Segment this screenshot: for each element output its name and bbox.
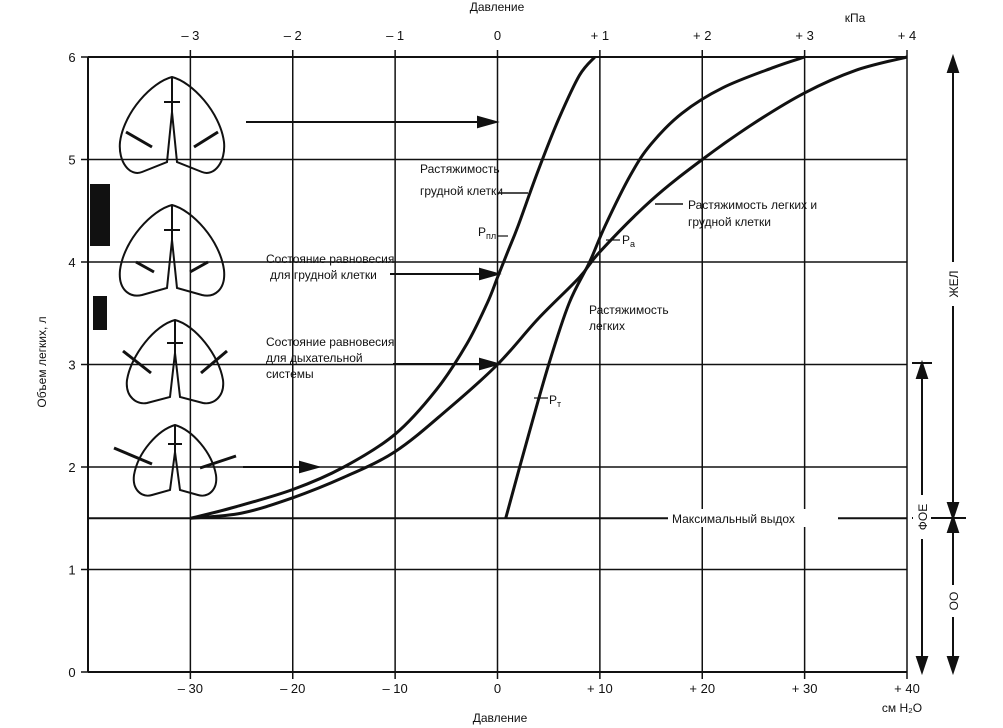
bottom-axis-title: Давление bbox=[473, 711, 528, 725]
top-tick-label: + 2 bbox=[693, 28, 711, 43]
annotation-lung-2: легких bbox=[589, 319, 625, 333]
x-tick-label: + 40 bbox=[894, 681, 920, 696]
bottom-axis-unit: см H₂O bbox=[882, 701, 922, 715]
x-tick-label: + 10 bbox=[587, 681, 613, 696]
symbol-pa-letter: P bbox=[622, 233, 630, 247]
symbol-pa: Pа bbox=[622, 233, 635, 249]
scan-marks bbox=[90, 184, 110, 330]
top-tick-label: + 3 bbox=[795, 28, 813, 43]
annotation-max-exhale: Максимальный выдох bbox=[672, 512, 795, 526]
symbol-ppl-letter: P bbox=[478, 225, 486, 239]
diagram-arrows bbox=[243, 115, 502, 474]
vc-arrow-bottom bbox=[946, 502, 960, 522]
top-tick-label: + 1 bbox=[591, 28, 609, 43]
top-tick-label: – 3 bbox=[181, 28, 199, 43]
top-tick-label: 0 bbox=[494, 28, 501, 43]
symbol-ppl: Pпл bbox=[478, 225, 496, 241]
lung-diagram-2 bbox=[118, 203, 226, 297]
frc-arrow-top bbox=[915, 359, 929, 379]
lung-diagrams bbox=[113, 75, 237, 497]
top-tick-label: + 4 bbox=[898, 28, 916, 43]
curve-chest-wall bbox=[190, 55, 596, 520]
y-axis-title: Объем легких, л bbox=[35, 316, 49, 407]
curve-symbols: Pпл Pа Pт bbox=[478, 225, 635, 409]
x-tick-label: – 30 bbox=[178, 681, 203, 696]
y-tick-label: 0 bbox=[68, 665, 75, 680]
rv-arrow-bottom bbox=[946, 656, 960, 676]
volume-brackets bbox=[912, 53, 966, 676]
frc-label: ФОЕ bbox=[916, 504, 930, 530]
annotation-lung-1: Растяжимость bbox=[589, 303, 669, 317]
x-tick-label: + 20 bbox=[689, 681, 715, 696]
x-tick-label: – 10 bbox=[382, 681, 407, 696]
annotation-chest-1: Растяжимость bbox=[420, 162, 500, 176]
top-tick-label: – 2 bbox=[284, 28, 302, 43]
annotation-eq-chest-1: Состояние равновесия bbox=[266, 252, 394, 266]
y-tick-label: 5 bbox=[68, 153, 75, 168]
lung-diagram-3 bbox=[122, 318, 228, 405]
top-axis-title: Давление bbox=[470, 0, 525, 14]
curve-respiratory-system bbox=[190, 55, 908, 520]
lung-diagram-1 bbox=[118, 75, 226, 174]
symbol-pt-sub: т bbox=[557, 399, 561, 409]
symbol-ppl-sub: пл bbox=[486, 231, 496, 241]
annotation-chest-2: грудной клетки bbox=[420, 184, 503, 198]
annotation-eq-resp-3: системы bbox=[266, 367, 314, 381]
y-tick-label: 3 bbox=[68, 358, 75, 373]
scan-mark bbox=[93, 296, 107, 330]
annotation-total-1: Растяжимость легких и bbox=[688, 198, 817, 212]
rv-arrow-top bbox=[946, 513, 960, 533]
y-tick-label: 6 bbox=[68, 50, 75, 65]
annotation-eq-resp-2: для дыхательной bbox=[266, 351, 363, 365]
x-tick-label: + 30 bbox=[792, 681, 818, 696]
y-tick-label: 4 bbox=[68, 255, 75, 270]
bracket-labels: ЖЕЛ ФОЕ ОО bbox=[913, 262, 962, 617]
symbol-pt: Pт bbox=[549, 393, 561, 409]
scan-mark bbox=[90, 184, 110, 246]
frc-arrow-bottom bbox=[915, 656, 929, 676]
vc-label: ЖЕЛ bbox=[947, 271, 961, 298]
top-axis-unit: кПа bbox=[845, 11, 866, 25]
symbol-pt-letter: P bbox=[549, 393, 557, 407]
curves bbox=[190, 55, 908, 520]
curve-lung bbox=[504, 55, 806, 519]
lung-diagram-4 bbox=[113, 423, 237, 497]
axis-ticks: – 30– 20– 10 0 + 10 + 20 + 30 + 40– 3– 2– 1 0 +… bbox=[68, 28, 919, 696]
x-tick-label: – 20 bbox=[280, 681, 305, 696]
max-exhale-label-bg bbox=[668, 509, 838, 527]
vc-arrow-top bbox=[946, 53, 960, 73]
symbol-pa-sub: а bbox=[630, 239, 635, 249]
y-tick-label: 2 bbox=[68, 460, 75, 475]
annotation-eq-chest-2: для грудной клетки bbox=[270, 268, 377, 282]
rv-label: ОО bbox=[947, 592, 961, 611]
annotation-eq-resp-1: Состояние равновесия bbox=[266, 335, 394, 349]
annotations: Растяжимость грудной клетки Растяжимость… bbox=[266, 162, 838, 527]
y-tick-label: 1 bbox=[68, 563, 75, 578]
x-tick-label: 0 bbox=[494, 681, 501, 696]
annotation-total-2: грудной клетки bbox=[688, 215, 771, 229]
top-tick-label: – 1 bbox=[386, 28, 404, 43]
